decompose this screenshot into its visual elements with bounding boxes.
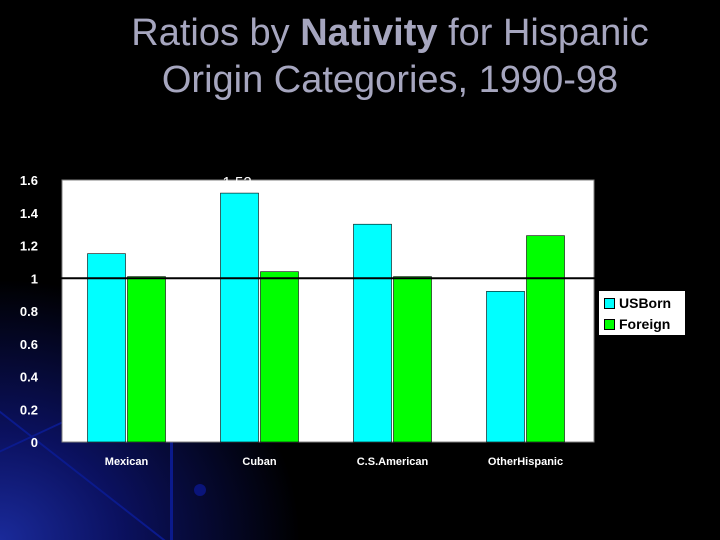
y-tick-label: 0.2 — [20, 402, 38, 417]
data-label-usborn: 1.33 — [356, 205, 385, 222]
data-label-usborn: 0.92 — [489, 272, 518, 289]
y-tick-label: 1.4 — [20, 206, 39, 221]
slide-title: Ratios by Nativity for Hispanic Origin C… — [100, 10, 680, 104]
x-category-label: Mexican — [105, 456, 149, 468]
legend-label-usborn: USBorn — [619, 295, 672, 311]
y-tick-label: 1.2 — [20, 239, 38, 254]
bar-usborn-mexican — [87, 253, 126, 443]
x-category-label: OtherHispanic — [488, 456, 563, 468]
data-label-foreign: 1.26 — [529, 217, 558, 234]
bar-usborn-otherhispanic — [486, 291, 525, 443]
data-label-foreign: 1.04 — [263, 253, 292, 270]
bar-foreign-mexican — [127, 276, 166, 443]
title-line1-bold: Nativity — [300, 12, 438, 54]
y-tick-label: 0.4 — [20, 370, 39, 385]
legend-item-foreign: Foreign — [604, 315, 670, 333]
title-line1-suffix: for Hispanic — [437, 12, 649, 54]
y-tick-label: 0.6 — [20, 337, 38, 352]
bar-usborn-cuban — [220, 192, 259, 443]
decorative-dot — [194, 484, 206, 496]
y-tick-label: 1 — [31, 271, 38, 286]
data-label-usborn: 1.15 — [90, 235, 119, 252]
x-category-label: C.S.American — [357, 456, 429, 468]
y-tick-label: 0 — [31, 435, 38, 450]
legend-swatch-foreign — [604, 318, 615, 330]
title-line1-prefix: Ratios by — [131, 12, 301, 54]
bar-foreign-otherhispanic — [526, 235, 565, 443]
bar-usborn-csamerican — [353, 223, 392, 443]
data-label-foreign: 1.01 — [396, 258, 425, 275]
title-line2: Origin Categories, 1990-98 — [161, 59, 619, 101]
x-category-label: Cuban — [242, 456, 277, 468]
bar-foreign-csamerican — [393, 276, 432, 443]
data-label-foreign: 1.01 — [130, 258, 159, 275]
y-tick-label: 0.8 — [20, 304, 38, 319]
y-tick-label: 1.6 — [20, 173, 38, 188]
decorative-line — [170, 440, 173, 540]
legend-swatch-usborn — [604, 297, 615, 309]
data-label-usborn: 1.52 — [223, 174, 252, 191]
bar-foreign-cuban — [260, 271, 299, 443]
legend-label-foreign: Foreign — [619, 316, 671, 332]
legend-item-usborn: USBorn — [604, 294, 671, 312]
chart-legend: USBorn Foreign — [598, 290, 686, 336]
